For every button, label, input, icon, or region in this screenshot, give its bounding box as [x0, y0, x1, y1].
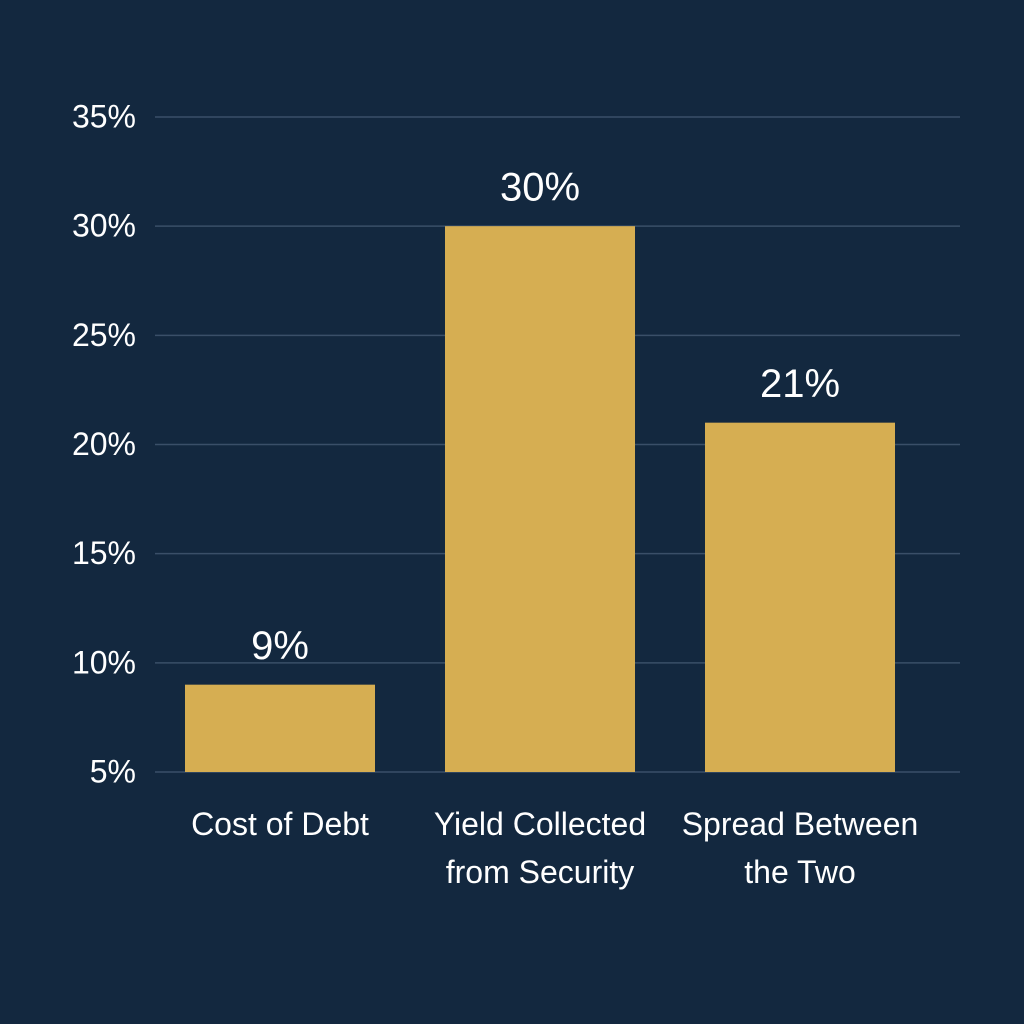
bar	[705, 422, 895, 772]
value-label: 9%	[251, 624, 309, 668]
y-tick-label: 30%	[72, 208, 136, 244]
y-tick-label: 15%	[72, 535, 136, 571]
y-tick-label: 20%	[72, 426, 136, 462]
x-tick-label: Spread Between the Two	[681, 806, 919, 890]
y-tick-label: 10%	[72, 644, 136, 680]
y-tick-label: 25%	[72, 317, 136, 353]
value-label: 21%	[760, 362, 840, 406]
y-tick-label: 35%	[72, 98, 136, 134]
value-label: 30%	[500, 166, 580, 210]
x-tick-label: Cost of Debt	[191, 806, 369, 842]
x-tick-label: Yield Collected from Security	[433, 806, 647, 890]
y-tick-label: 5%	[90, 753, 136, 789]
bar	[185, 684, 375, 772]
bar	[445, 226, 635, 772]
